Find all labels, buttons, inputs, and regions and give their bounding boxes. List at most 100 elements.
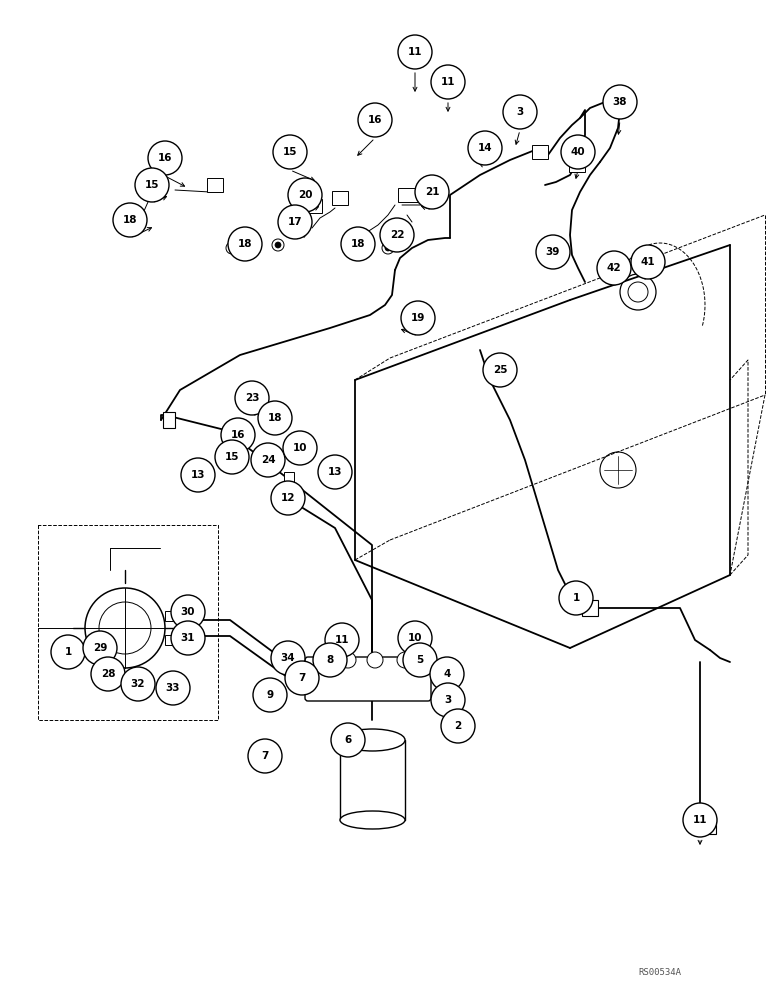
Text: 11: 11 [692,815,707,825]
Circle shape [398,621,432,655]
Circle shape [171,595,205,629]
Text: 28: 28 [101,669,115,679]
Circle shape [272,239,284,251]
Circle shape [631,245,665,279]
Text: 11: 11 [335,635,349,645]
Circle shape [251,443,285,477]
Text: 15: 15 [145,180,159,190]
Circle shape [229,245,235,251]
Circle shape [285,661,319,695]
Text: 33: 33 [166,683,180,693]
Text: 3: 3 [445,695,452,705]
Text: 25: 25 [493,365,507,375]
Text: 18: 18 [123,215,137,225]
Text: 5: 5 [416,655,424,665]
Circle shape [483,353,517,387]
Circle shape [597,251,631,285]
Circle shape [380,218,414,252]
Text: 16: 16 [231,430,245,440]
Bar [532,145,548,159]
Text: 13: 13 [191,470,205,480]
Circle shape [363,245,369,251]
Text: 24: 24 [261,455,276,465]
Text: 30: 30 [181,607,195,617]
Text: RS00534A: RS00534A [638,968,681,977]
Circle shape [113,203,147,237]
Circle shape [91,657,125,691]
Circle shape [559,581,593,615]
Bar [324,468,334,478]
Circle shape [278,205,312,239]
Circle shape [401,301,435,335]
Text: 7: 7 [298,673,306,683]
Circle shape [271,641,305,675]
Circle shape [431,65,465,99]
Circle shape [228,227,262,261]
Circle shape [135,168,169,202]
Circle shape [341,227,375,261]
Circle shape [83,631,117,665]
Text: 1: 1 [572,593,580,603]
Text: 10: 10 [293,443,307,453]
Circle shape [561,135,595,169]
Bar [165,635,177,645]
Text: 42: 42 [607,263,621,273]
Bar [284,472,294,482]
Text: 23: 23 [245,393,259,403]
Circle shape [148,141,182,175]
Circle shape [397,652,413,668]
Bar [582,600,598,616]
Circle shape [536,235,570,269]
Circle shape [121,667,155,701]
Text: 21: 21 [425,187,439,197]
Text: 41: 41 [641,257,655,267]
Circle shape [367,652,383,668]
Text: 3: 3 [516,107,523,117]
Circle shape [549,245,563,259]
Text: 13: 13 [328,467,342,477]
Circle shape [385,245,391,251]
Text: 8: 8 [327,655,334,665]
Circle shape [553,249,559,255]
Text: 19: 19 [411,313,425,323]
Bar [207,178,223,192]
Circle shape [468,131,502,165]
Circle shape [221,418,255,452]
Circle shape [253,678,287,712]
Text: 6: 6 [344,735,351,745]
Bar [165,611,177,621]
Circle shape [683,803,717,837]
Text: 34: 34 [281,653,296,663]
Text: 1: 1 [64,647,72,657]
Circle shape [398,35,432,69]
Circle shape [603,85,637,119]
Circle shape [226,242,238,254]
Circle shape [181,458,215,492]
Text: 31: 31 [181,633,195,643]
Text: 12: 12 [281,493,295,503]
Text: 4: 4 [443,669,451,679]
Text: 38: 38 [613,97,627,107]
Circle shape [318,455,352,489]
Circle shape [441,709,475,743]
Text: 16: 16 [367,115,382,125]
Circle shape [313,643,347,677]
Text: 18: 18 [238,239,252,249]
Circle shape [288,178,322,212]
Ellipse shape [340,811,405,829]
Text: 15: 15 [283,147,297,157]
Circle shape [358,103,392,137]
Circle shape [340,652,356,668]
Text: 18: 18 [350,239,365,249]
Bar [302,199,322,213]
Bar [569,158,585,172]
Circle shape [503,95,537,129]
Text: 22: 22 [390,230,405,240]
Circle shape [415,175,449,209]
Bar [163,412,175,428]
Text: 10: 10 [408,633,422,643]
Circle shape [360,242,372,254]
Text: 39: 39 [546,247,560,257]
Circle shape [156,671,190,705]
Circle shape [431,683,465,717]
